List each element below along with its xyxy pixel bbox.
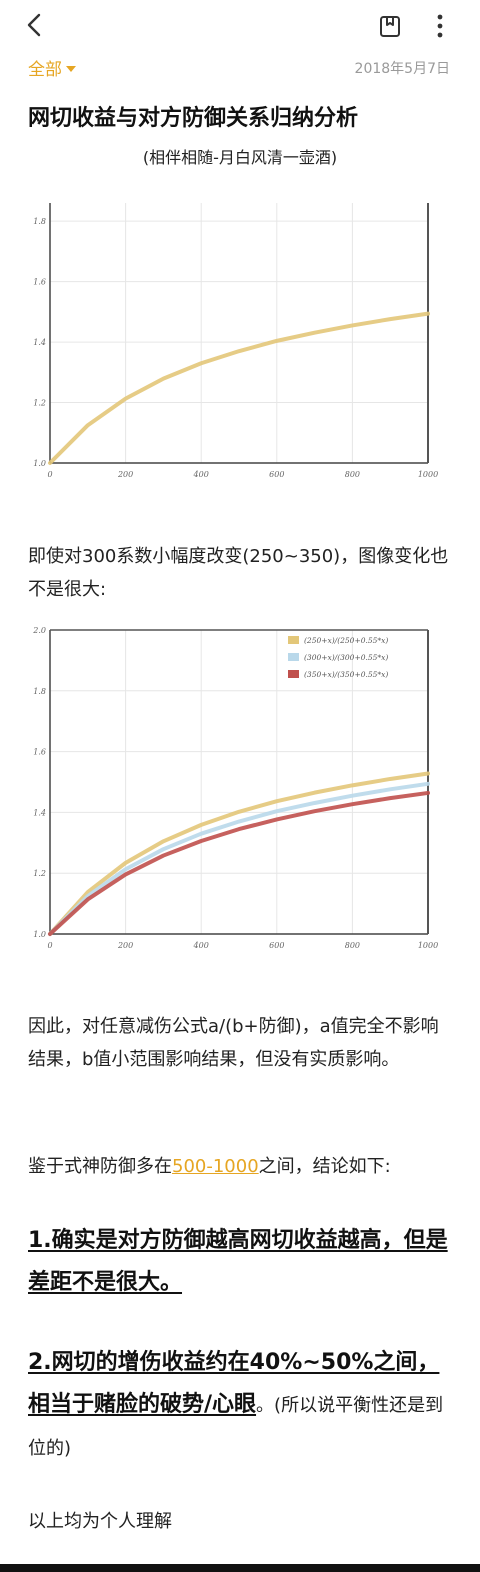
legend-swatch-2 (288, 653, 299, 661)
folder-label: 全部 (28, 60, 62, 80)
series-line-2 (48, 781, 430, 936)
conclusion-1-text: 1.确实是对方防御越高网切收益越高，但是差距不是很大。 (28, 1228, 448, 1295)
y-tick-label: 1.0 (33, 930, 46, 939)
legend-swatch-3 (288, 670, 299, 678)
x-tick-label: 0 (47, 470, 52, 479)
conclusion-1: 1.确实是对方防御越高网切收益越高，但是差距不是很大。 (28, 1220, 456, 1304)
y-tick-label: 1.4 (33, 338, 46, 347)
chart-single-curve: 0 200 400 600 800 1000 1.0 1.2 1.4 1.6 1.8 (33, 203, 438, 479)
y-tick-label: 1.8 (33, 217, 46, 226)
bottom-bar (0, 1564, 480, 1572)
y-tick-label: 1.6 (33, 748, 46, 757)
note-date: 2018年5月7日 (354, 61, 450, 77)
x-tick-label: 800 (345, 941, 360, 950)
note-title: 网切收益与对方防御关系归纳分析 (28, 106, 359, 131)
defense-range-text-after: 之间，结论如下: (258, 1156, 391, 1177)
y-tick-label: 1.8 (33, 687, 46, 696)
y-tick-label: 1.2 (33, 399, 46, 408)
series-line-3 (48, 790, 430, 936)
paragraph-coefficient-change: 即使对300系数小幅度改变(250~350)，图像变化也不是很大: (28, 546, 449, 600)
legend-label-3: (350+x)/(350+0.55*x) (304, 670, 388, 679)
conclusion-2-tail: 。(所以说平衡性还是到位的) (28, 1395, 444, 1459)
x-tick-label: 200 (117, 470, 133, 479)
conclusion-2: 2.网切的增伤收益约在40%~50%之间，相当于赌脸的破势/心眼。(所以说平衡性… (28, 1342, 456, 1470)
x-tick-label: 0 (47, 941, 52, 950)
x-tick-label: 400 (193, 941, 209, 950)
x-tick-label: 600 (269, 470, 284, 479)
y-tick-label: 1.6 (33, 278, 46, 287)
x-tick-label: 800 (345, 470, 360, 479)
x-tick-label: 400 (193, 470, 209, 479)
x-tick-label: 1000 (418, 470, 438, 479)
chevron-left-icon[interactable] (22, 10, 48, 40)
y-tick-label: 1.4 (33, 808, 46, 817)
series-line-1 (48, 771, 430, 936)
legend-swatch-1 (288, 636, 299, 644)
defense-range-text-before: 鉴于式神防御多在 (28, 1156, 172, 1177)
y-tick-label: 1.2 (33, 869, 46, 878)
bookmark-note-icon[interactable] (378, 13, 402, 39)
legend-label-1: (250+x)/(250+0.55*x) (304, 636, 388, 645)
more-vertical-icon[interactable] (430, 12, 450, 40)
note-subtitle: (相伴相随-月白风清一壶酒) (142, 148, 338, 167)
defense-range-link[interactable]: 500-1000 (172, 1156, 259, 1177)
y-tick-label: 1.0 (33, 459, 46, 468)
x-tick-label: 600 (269, 941, 284, 950)
paragraph-formula-conclusion: 因此，对任意减伤公式a/(b+防御)，a值完全不影响结果，b值小范围影响结果，但… (28, 1016, 439, 1070)
paragraph-defense-range: 鉴于式神防御多在500-1000之间，结论如下: (28, 1150, 456, 1183)
paragraph-personal-note: 以上均为个人理解 (28, 1511, 172, 1532)
chart-three-curves: 0 200 400 600 800 1000 1.0 1.2 1.4 1.6 1.8 2.0 (250+… (32, 626, 438, 950)
x-tick-label: 200 (117, 941, 133, 950)
top-bar (0, 0, 480, 50)
y-tick-label: 2.0 (32, 626, 46, 635)
caret-down-icon (66, 65, 76, 72)
folder-selector[interactable]: 全部 (28, 55, 76, 80)
legend-label-2: (300+x)/(300+0.55*x) (304, 653, 388, 662)
x-tick-label: 1000 (418, 941, 438, 950)
series-line-1 (48, 311, 430, 465)
conclusion-2-text: 2.网切的增伤收益约在40%~50%之间，相当于赌脸的破势/心眼 (28, 1350, 440, 1417)
